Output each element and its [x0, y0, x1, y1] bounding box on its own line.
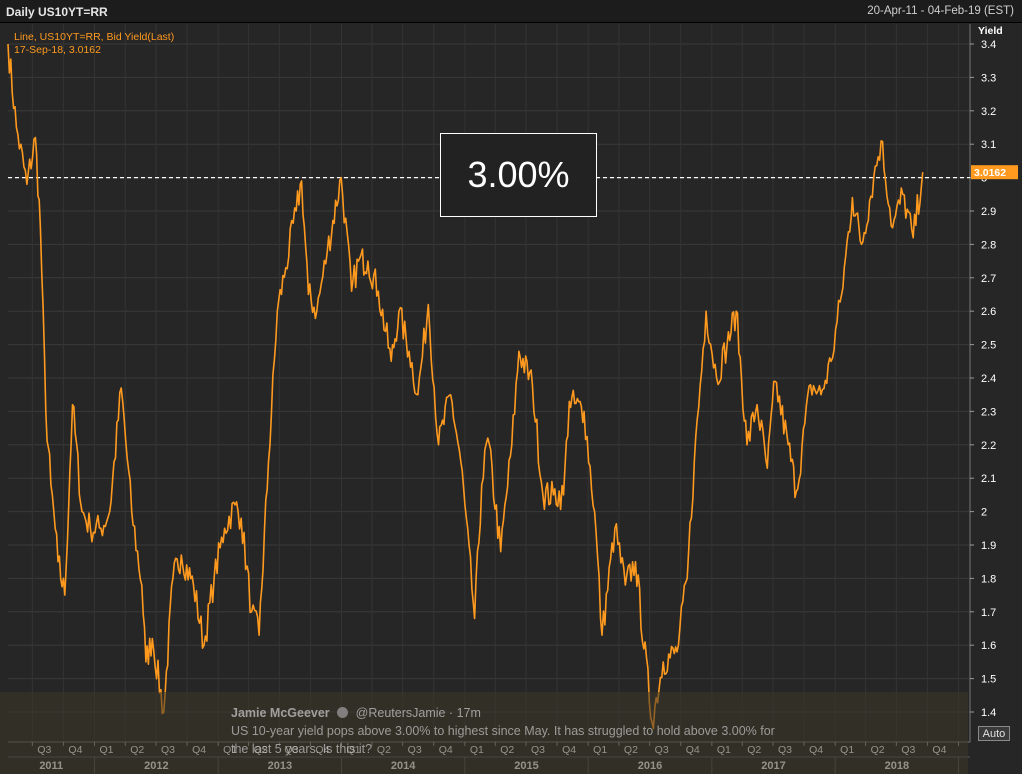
y-tick-label: 2 [981, 507, 987, 519]
plot-area [8, 24, 970, 742]
y-tick-label: 2.9 [981, 206, 996, 218]
title-bar: Daily US10YT=RR 20-Apr-11 - 04-Feb-19 (E… [0, 0, 1022, 23]
y-tick-label: 1.5 [981, 674, 996, 686]
callout-text: 3.00% [467, 154, 570, 195]
y-axis: Yield3.43.33.23.132.92.82.72.62.52.42.32… [969, 24, 1003, 742]
y-tick-label: 1.8 [981, 573, 996, 585]
series-line [7, 43, 924, 730]
date-range: 20-Apr-11 - 04-Feb-19 (EST) [867, 5, 1014, 17]
y-tick-label: 2.5 [981, 340, 996, 352]
tweet-overlay: Jamie McGeever @ReutersJamie · 17m US 10… [0, 692, 968, 774]
grid-lines [8, 24, 970, 742]
tweet-handle: @ReutersJamie · 17m [355, 706, 481, 720]
y-tick-label: 2.8 [981, 239, 996, 251]
current-value-tag: 3.0162 [971, 165, 1018, 180]
y-tick-label: 3.2 [981, 106, 996, 118]
y-tick-label: 2.2 [981, 440, 996, 452]
verified-icon [337, 707, 349, 718]
tweet-author: Jamie McGeever [231, 706, 330, 720]
current-value-label: 3.0162 [974, 167, 1006, 179]
y-tick-label: 3.4 [981, 39, 996, 51]
y-tick-label: 3.1 [981, 139, 996, 151]
y-tick-label: 3.3 [981, 72, 996, 84]
y-tick-label: 1.7 [981, 607, 996, 619]
callout-3pct: 3.00% [440, 133, 597, 217]
legend-line-2: 17-Sep-18, 3.0162 [14, 44, 101, 56]
tweet-text: US 10-year yield pops above 3.00% to hig… [231, 724, 775, 756]
y-axis-label: Yield [978, 25, 1003, 37]
current-value-tag-bg [971, 165, 1018, 180]
chart-title: Daily US10YT=RR [6, 5, 108, 19]
auto-scale-button[interactable]: Auto [978, 726, 1010, 741]
y-tick-label: 1.9 [981, 540, 996, 552]
legend-line-1: Line, US10YT=RR, Bid Yield(Last) [14, 31, 174, 43]
y-tick-label: 2.6 [981, 306, 996, 318]
y-tick-label: 2.3 [981, 406, 996, 418]
y-tick-label: 2.7 [981, 273, 996, 285]
y-tick-label: 1.6 [981, 640, 996, 652]
y-tick-label: 2.4 [981, 373, 996, 385]
y-tick-label: 1.4 [981, 707, 996, 719]
y-tick-label: 2.1 [981, 473, 996, 485]
